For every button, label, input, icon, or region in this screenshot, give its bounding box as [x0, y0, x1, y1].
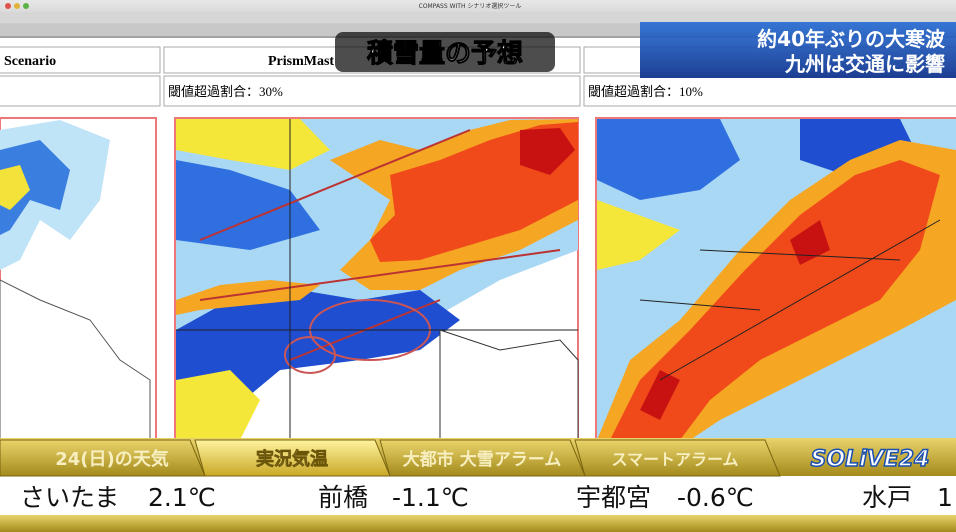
panel-header: PrismMast: [268, 54, 334, 69]
temperature-strip: [0, 477, 956, 515]
ticker-tab-label: 実況気温: [256, 448, 328, 470]
snow-map: [595, 117, 956, 441]
threshold-label: 閾値超過割合：10%: [588, 84, 703, 99]
overlay-box: [335, 32, 555, 72]
temperature: 2.1℃: [148, 483, 216, 512]
headline: 約40年ぶりの大寒波: [757, 27, 946, 51]
temperature: 1: [937, 483, 953, 512]
city: さいたま: [20, 483, 119, 512]
bookmark-bar: [0, 12, 956, 23]
city: 水戸: [862, 483, 912, 512]
threshold-label: 閾値超過割合：30%: [168, 84, 283, 99]
window-title: COMPASS WITH シナリオ選択ツール: [419, 2, 522, 10]
window-button[interactable]: [5, 3, 11, 9]
city: 宇都宮: [576, 483, 651, 512]
temperature: -0.6℃: [677, 483, 754, 512]
window-button[interactable]: [14, 3, 20, 9]
ticker-tab-label: 24(日)の天気: [55, 448, 169, 470]
temperature: -1.1℃: [392, 483, 469, 512]
city: 前橋: [318, 483, 368, 512]
ticker-tab-label: スマートアラーム: [611, 450, 738, 469]
ticker-tab[interactable]: [574, 439, 781, 477]
panel-header: Scenario: [4, 54, 56, 69]
snow-map: [0, 117, 157, 441]
headline: 九州は交通に影響: [784, 52, 945, 76]
logo: SOLiVE24: [811, 447, 930, 472]
bottom-band: [0, 515, 956, 532]
snow-map: [174, 117, 579, 441]
overlay-title: 積雪量の予想: [367, 39, 523, 69]
window-button[interactable]: [23, 3, 29, 9]
ticker-tab-label: 大都市 大雪アラーム: [403, 449, 561, 470]
headline-box: [640, 22, 956, 78]
